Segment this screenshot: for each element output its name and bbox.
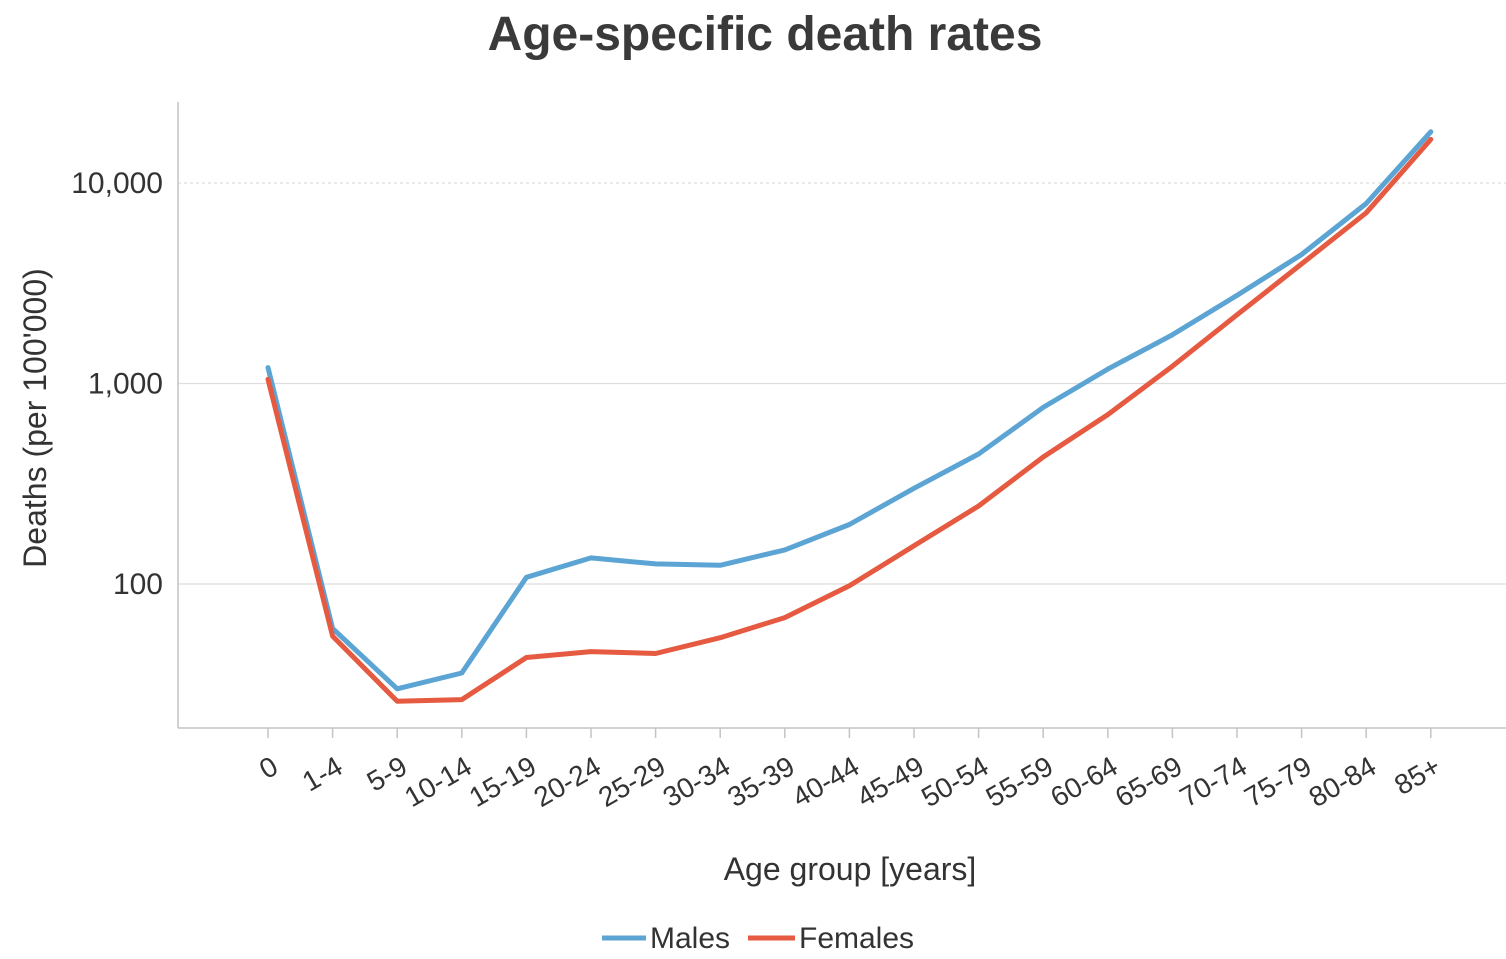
x-tick-label: 30-34 — [658, 750, 736, 813]
x-tick-label: 75-79 — [1239, 750, 1317, 813]
series-line-females — [265, 136, 1434, 704]
y-tick-label: 1,000 — [88, 368, 163, 401]
x-tick-label: 80-84 — [1304, 750, 1382, 813]
series-lines — [265, 129, 1434, 704]
x-tick-label: 40-44 — [787, 750, 865, 813]
x-tick-label: 50-54 — [916, 750, 994, 813]
x-tick-label: 1-4 — [297, 750, 348, 797]
x-tick-label: 55-59 — [981, 750, 1059, 813]
chart-title: Age-specific death rates — [488, 8, 1043, 61]
y-tick-label: 100 — [113, 568, 163, 601]
x-tick-label: 0 — [254, 750, 283, 785]
y-tick-labels: 10,000 1,000 100 — [71, 167, 163, 601]
gridlines — [178, 182, 1506, 585]
x-tick-label: 10-14 — [399, 750, 477, 813]
x-tick-label: 85+ — [1389, 750, 1446, 801]
x-tick-labels: 0 1-4 5-910-1415-1920-2425-2930-3435-3940-… — [254, 750, 1446, 813]
y-axis-label: Deaths (per 100'000) — [17, 268, 53, 568]
x-tick-label: 60-64 — [1045, 750, 1123, 813]
y-tick-label: 10,000 — [71, 167, 163, 200]
x-tick-label: 45-49 — [851, 750, 929, 813]
x-tick-label: 70-74 — [1174, 750, 1252, 813]
series-females — [265, 136, 1434, 704]
axes — [177, 102, 1506, 738]
series-line-males — [265, 129, 1434, 692]
x-tick-label: 25-29 — [593, 750, 671, 813]
legend-label-males: Males — [650, 922, 730, 954]
x-tick-label: 20-24 — [528, 750, 606, 813]
x-tick-label: 35-39 — [722, 750, 800, 813]
x-tick-label: 65-69 — [1110, 750, 1188, 813]
legend-label-females: Females — [799, 922, 914, 954]
x-axis-label: Age group [years] — [724, 851, 977, 887]
series-males — [265, 129, 1434, 692]
x-tick-label: 15-19 — [464, 750, 542, 813]
legend: Males Females — [602, 922, 914, 955]
